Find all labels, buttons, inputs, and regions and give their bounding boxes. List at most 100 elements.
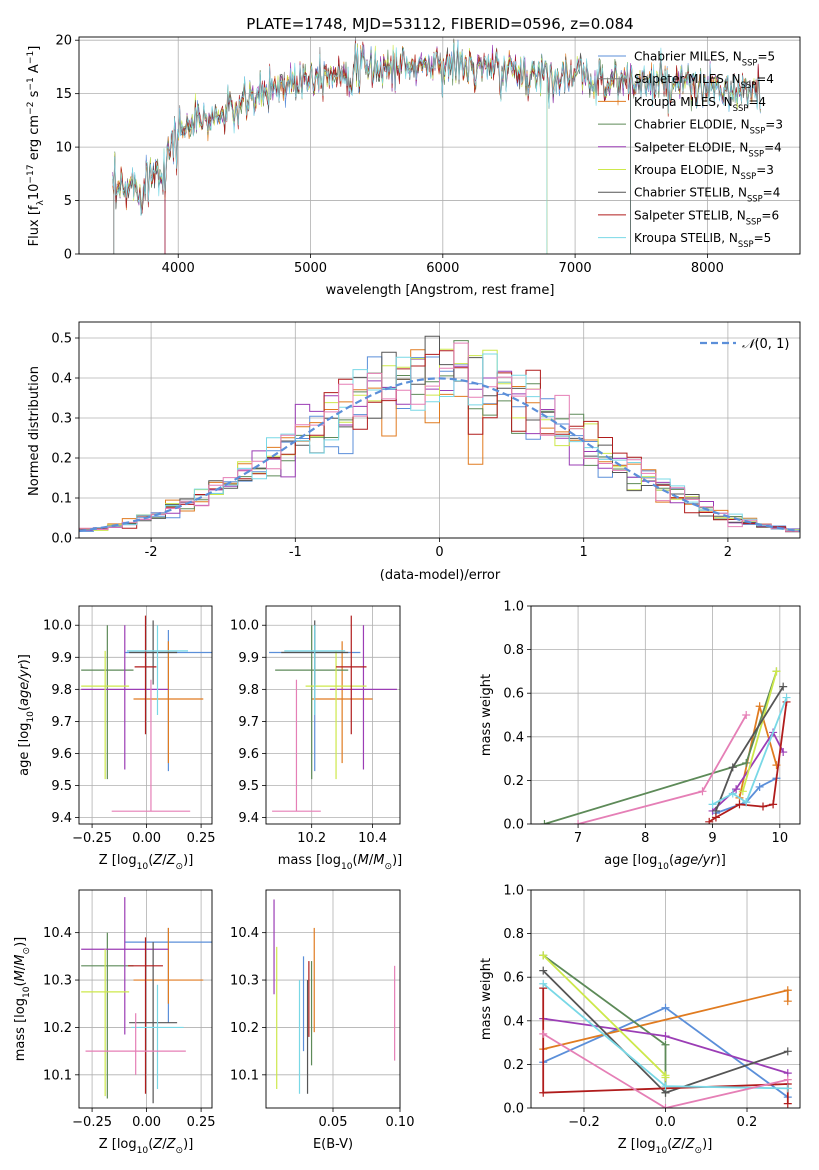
legend-label: Salpeter MILES, NSSP=4 xyxy=(634,72,774,90)
x-tick-label: −0.25 xyxy=(72,1115,112,1130)
plot-area xyxy=(112,37,761,254)
x-tick-label: 0.10 xyxy=(386,1115,415,1130)
x-tick-label: 0.25 xyxy=(187,1115,216,1130)
y-axis-label: Normed distribution xyxy=(27,366,42,496)
y-tick-label: 20 xyxy=(55,34,72,49)
y-tick-label: 10.1 xyxy=(230,1068,259,1083)
y-axis-label: mass [log10(M/M⊙)] xyxy=(13,937,32,1061)
weight-marker xyxy=(732,785,741,794)
plot-area xyxy=(273,899,396,1094)
weight-marker xyxy=(779,682,788,691)
x-tick-label: 2 xyxy=(724,545,732,560)
axes-frame xyxy=(78,605,213,825)
plot-area xyxy=(539,951,792,1108)
weight-marker xyxy=(769,800,778,809)
y-tick-label: 10.3 xyxy=(230,974,259,989)
axes-7: −0.2 0.0 0.2 0.0 0.2 0.4 0.6 0.8 1.0 xyxy=(503,884,801,1130)
x-tick-label: 8 xyxy=(641,831,649,846)
chart-title: PLATE=1748, MJD=53112, FIBERID=0596, z=0… xyxy=(246,15,633,33)
weight-marker xyxy=(661,1032,670,1041)
axes-6: 0.05 0.10 10.1 10.2 10.3 10.4 xyxy=(230,889,415,1130)
legend: Chabrier MILES, NSSP=5 Salpeter MILES, NS… xyxy=(598,50,783,249)
y-tick-label: 10.4 xyxy=(230,926,259,941)
y-tick-label: 15 xyxy=(55,87,72,102)
y-tick-label: 1.0 xyxy=(503,884,524,899)
legend-label: Chabrier STELIB, NSSP=4 xyxy=(634,186,780,204)
y-tick-label: 9.9 xyxy=(238,651,259,666)
weight-series-line xyxy=(577,714,747,824)
x-tick-label: 0.0 xyxy=(655,1115,676,1130)
axes-frame xyxy=(78,889,213,1109)
y-tick-label: 0.6 xyxy=(503,971,524,986)
axes-frame xyxy=(78,36,801,255)
x-axis-label: wavelength [Angstrom, rest frame] xyxy=(326,283,555,298)
plot-area xyxy=(79,335,800,538)
weight-marker xyxy=(728,789,737,798)
weight-series-line xyxy=(741,671,778,792)
legend-label: Chabrier MILES, NSSP=5 xyxy=(634,50,775,68)
x-tick-label: 10.4 xyxy=(358,831,387,846)
y-axis-label: mass weight xyxy=(479,958,494,1040)
x-tick-label: 8000 xyxy=(691,261,724,276)
plot-area xyxy=(540,667,791,824)
y-tick-label: 0.3 xyxy=(51,412,72,427)
y-tick-label: 0.2 xyxy=(503,1058,524,1073)
weight-marker xyxy=(735,800,744,809)
x-tick-label: 0 xyxy=(435,545,443,560)
weight-marker xyxy=(742,798,751,807)
y-tick-label: 9.7 xyxy=(51,715,72,730)
y-tick-label: 10.2 xyxy=(230,1021,259,1036)
weight-marker xyxy=(783,997,792,1006)
weight-marker xyxy=(540,820,549,824)
weight-marker xyxy=(738,787,747,796)
y-tick-label: 0.4 xyxy=(503,1014,524,1029)
y-tick-label: 0.4 xyxy=(51,372,72,387)
axes-1: -2 -1 0 1 2 0.0 0.1 0.2 0.3 0.4 0.5 xyxy=(51,321,801,560)
histogram-series xyxy=(79,353,800,538)
weight-series-line xyxy=(708,701,788,823)
weight-marker xyxy=(539,979,548,988)
x-tick-label: 0.2 xyxy=(737,1115,758,1130)
y-tick-label: 9.4 xyxy=(51,811,72,826)
histogram-series xyxy=(79,342,800,538)
weight-marker xyxy=(759,802,768,811)
legend-label: Kroupa MILES, NSSP=4 xyxy=(634,95,766,113)
x-tick-label: 7 xyxy=(574,831,582,846)
y-tick-label: 0.8 xyxy=(503,643,524,658)
y-tick-label: 9.8 xyxy=(238,683,259,698)
x-tick-label: 4000 xyxy=(162,261,195,276)
axes-5: −0.25 0.00 0.25 10.1 10.2 10.3 10.4 xyxy=(43,889,216,1130)
x-axis-label: E(B-V) xyxy=(313,1137,353,1152)
y-tick-label: 0.4 xyxy=(503,730,524,745)
legend-label: 𝒩(0, 1) xyxy=(742,337,789,352)
weight-series-line xyxy=(712,697,788,806)
y-axis-label: Flux [fλ10−17 erg cm−2 s−1 A−1] xyxy=(26,46,46,247)
y-tick-label: 0.0 xyxy=(503,1102,524,1117)
axes-4: 7 8 9 10 0.0 0.2 0.4 0.6 0.8 1.0 xyxy=(503,600,801,846)
x-tick-label: 10 xyxy=(772,831,789,846)
weight-marker xyxy=(539,1088,548,1097)
weight-marker xyxy=(539,1029,548,1038)
y-tick-label: 9.5 xyxy=(51,779,72,794)
y-tick-label: 9.7 xyxy=(238,715,259,730)
weight-marker xyxy=(705,817,714,824)
gaussian-curve xyxy=(79,377,800,533)
y-axis-label: mass weight xyxy=(479,674,494,756)
weight-marker xyxy=(742,758,751,767)
y-tick-label: 0.8 xyxy=(503,927,524,942)
weight-marker xyxy=(708,800,717,809)
weight-marker xyxy=(782,693,791,702)
weight-marker xyxy=(661,1082,670,1091)
x-tick-label: -1 xyxy=(289,545,302,560)
spectrum-series-line xyxy=(112,41,761,254)
weight-marker xyxy=(574,820,583,824)
y-tick-label: 0.6 xyxy=(503,687,524,702)
x-axis-label: (data-model)/error xyxy=(380,568,501,583)
weight-marker xyxy=(755,702,764,711)
y-tick-label: 10 xyxy=(55,141,72,156)
x-tick-label: 1 xyxy=(580,545,588,560)
weight-marker xyxy=(772,667,781,676)
weight-marker xyxy=(728,763,737,772)
x-tick-label: 7000 xyxy=(559,261,592,276)
